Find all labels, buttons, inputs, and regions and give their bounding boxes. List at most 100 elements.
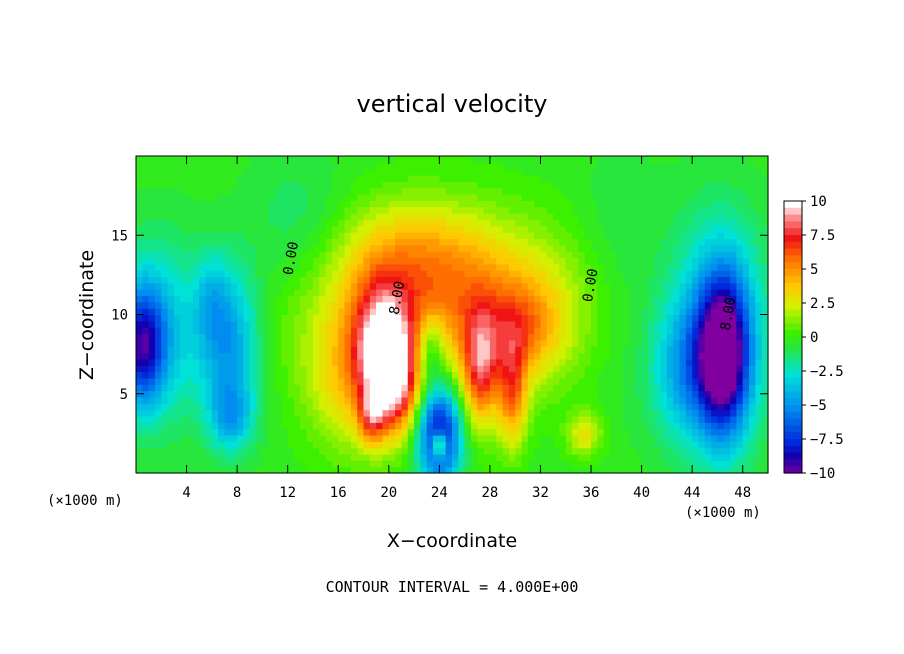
field-cell [268,181,276,189]
field-cell [534,282,542,290]
field-cell [376,213,384,220]
field-cell [698,225,706,233]
field-cell [281,187,289,195]
field-cell [369,358,377,366]
field-cell [344,238,352,246]
field-cell [186,358,194,366]
field-cell [186,168,194,176]
field-cell [470,371,478,379]
field-cell [635,206,643,214]
field-cell [603,289,611,297]
field-cell [698,460,706,468]
field-cell [173,314,181,322]
field-cell [654,156,662,163]
field-cell [654,466,662,474]
field-cell [281,358,289,366]
field-cell [515,384,523,392]
field-cell [502,415,510,423]
field-cell [508,453,516,461]
field-cell [698,162,706,170]
field-cell [749,244,756,252]
field-cell [749,251,756,259]
field-cell [287,403,295,411]
field-cell [325,409,333,417]
field-cell [312,396,320,404]
field-cell [553,282,561,290]
field-cell [666,251,674,259]
field-cell [534,225,542,233]
field-cell [578,434,586,442]
field-cell [275,168,282,176]
field-cell [730,206,737,214]
field-cell [205,390,213,398]
field-cell [761,428,769,436]
field-cell [407,244,415,252]
field-cell [761,333,769,341]
field-cell [363,295,371,303]
field-cell [559,295,567,303]
field-cell [477,213,485,220]
field-cell [711,168,719,176]
field-cell [692,371,700,379]
field-cell [452,314,459,322]
field-cell [256,301,263,309]
field-cell [205,447,213,455]
field-cell [268,213,276,220]
field-cell [458,263,466,271]
field-cell [641,270,649,278]
field-cell [572,460,579,468]
field-cell [414,333,421,341]
field-cell [508,244,516,252]
field-cell [540,282,548,290]
field-cell [306,289,314,297]
field-cell [243,238,251,246]
field-cell [736,270,744,278]
field-cell [344,206,352,214]
field-cell [584,276,592,284]
field-cell [382,251,390,259]
field-cell [578,308,586,316]
field-cell [287,200,295,208]
field-cell [142,238,150,246]
field-cell [477,206,485,214]
field-cell [717,232,725,240]
field-cell [306,339,314,347]
field-cell [597,409,605,417]
field-cell [369,415,377,423]
field-cell [610,244,617,252]
field-cell [312,428,320,436]
field-cell [597,371,605,379]
field-cell [344,460,352,468]
field-cell [736,346,744,354]
field-cell [742,396,750,404]
field-cell [426,333,434,341]
field-cell [534,333,542,341]
field-cell [243,181,251,189]
field-cell [496,213,504,220]
field-cell [723,308,731,316]
field-cell [597,162,605,170]
field-cell [591,447,598,455]
field-cell [148,263,156,271]
field-cell [243,206,251,214]
field-cell [211,175,219,182]
field-cell [249,434,257,442]
field-cell [679,206,687,214]
field-cell [458,453,466,461]
field-cell [211,377,219,385]
field-cell [572,276,579,284]
field-cell [452,428,459,436]
field-cell [591,187,598,195]
field-cell [300,206,308,214]
field-cell [401,251,409,259]
field-cell [363,175,371,182]
field-cell [685,403,693,411]
field-cell [180,466,188,474]
field-cell [489,257,497,265]
field-cell [546,428,554,436]
field-cell [521,453,529,461]
field-cell [673,168,681,176]
field-cell [546,168,554,176]
field-cell [180,187,188,195]
field-cell [256,295,263,303]
